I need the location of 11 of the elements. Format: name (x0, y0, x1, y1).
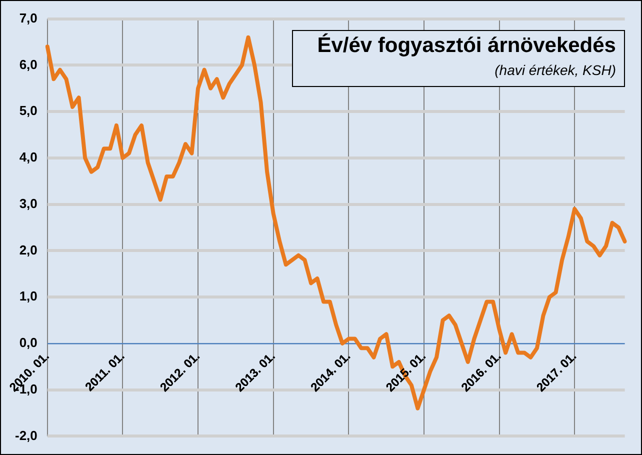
y-tick-label: 2,0 (19, 242, 38, 258)
text: Év/év fogyasztói árnövekedés (316, 34, 616, 58)
y-tick-label: 0,0 (19, 335, 38, 350)
y-tick-label: 5,0 (19, 103, 38, 118)
y-tick-label: 4,0 (19, 150, 38, 165)
y-tick-label: 6,0 (19, 56, 38, 72)
y-tick-label: 3,0 (19, 196, 38, 211)
y-tick-label: -2,0 (14, 428, 38, 443)
y-tick-label: 1,0 (19, 288, 38, 304)
text: (havi értékek, KSH) (494, 62, 616, 78)
y-tick-label: 7,0 (19, 10, 38, 26)
